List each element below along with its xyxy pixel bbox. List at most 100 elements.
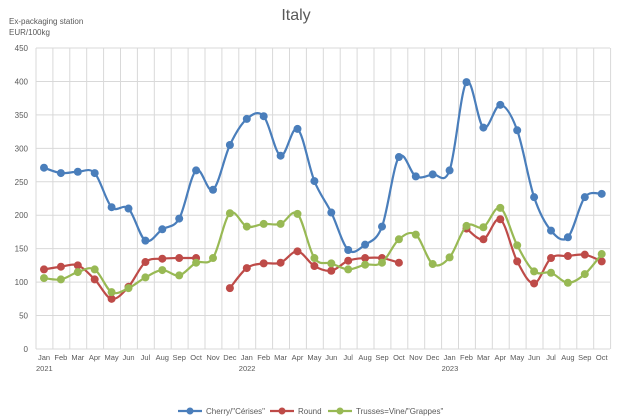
x-tick-label: Nov	[206, 353, 220, 362]
y-tick-label: 400	[15, 77, 29, 86]
data-point	[56, 275, 65, 284]
x-tick-label: Dec	[426, 353, 440, 362]
data-point	[580, 270, 589, 279]
data-point	[259, 112, 268, 121]
data-point	[547, 268, 555, 277]
data-point	[90, 275, 99, 284]
x-tick-label: Aug	[156, 353, 169, 362]
x-tick-label: Apr	[292, 353, 304, 362]
x-tick-label: Feb	[460, 353, 473, 362]
data-point	[192, 166, 201, 175]
x-tick-label: Sep	[578, 353, 591, 362]
data-point	[428, 260, 437, 269]
data-point	[225, 284, 234, 293]
data-point	[563, 252, 572, 261]
data-point	[73, 167, 82, 176]
data-point	[107, 294, 116, 303]
y-tick-label: 100	[15, 278, 29, 287]
data-point	[90, 265, 99, 274]
data-point	[563, 233, 572, 242]
y-axis-label-line1: Ex-packaging station	[9, 17, 83, 26]
data-point	[242, 222, 251, 231]
data-point	[479, 235, 488, 244]
chart-title: Italy	[281, 7, 310, 24]
x-tick-label: Nov	[409, 353, 423, 362]
data-point	[310, 262, 319, 271]
data-point	[327, 259, 336, 268]
legend-label: Cherry/"Cérises"	[206, 407, 265, 416]
data-point	[225, 140, 234, 149]
data-point	[73, 261, 82, 270]
data-point	[344, 256, 353, 265]
data-point	[259, 259, 268, 268]
y-tick-label: 350	[15, 111, 29, 120]
data-point	[124, 284, 133, 293]
y-axis-label-line2: EUR/100kg	[9, 28, 50, 37]
data-point	[276, 219, 285, 228]
data-point	[378, 258, 386, 267]
data-point	[479, 123, 488, 132]
data-point	[175, 214, 184, 223]
data-point	[107, 203, 116, 212]
data-point	[479, 223, 488, 232]
data-point	[310, 254, 319, 263]
y-tick-label: 0	[24, 345, 29, 354]
x-tick-label: Apr	[89, 353, 101, 362]
y-tick-label: 250	[15, 178, 29, 187]
data-point	[547, 254, 555, 263]
x-tick-label: Apr	[494, 353, 506, 362]
data-point	[530, 193, 539, 202]
y-tick-label: 50	[19, 312, 28, 321]
data-point	[563, 278, 572, 287]
data-point	[445, 253, 454, 262]
data-point	[107, 288, 116, 297]
data-point	[597, 189, 606, 198]
data-point	[411, 230, 420, 239]
legend-marker	[186, 407, 194, 415]
data-point	[344, 246, 353, 255]
data-point	[209, 254, 217, 263]
y-tick-label: 450	[15, 44, 29, 53]
data-point	[513, 241, 522, 250]
data-point	[175, 254, 184, 263]
data-point	[175, 271, 184, 280]
data-point	[158, 254, 167, 263]
x-tick-label: Jul	[343, 353, 353, 362]
data-point	[428, 170, 437, 179]
year-label: 2022	[239, 364, 256, 373]
series-line	[43, 256, 197, 301]
year-label: 2023	[442, 364, 459, 373]
data-point	[547, 226, 555, 235]
x-tick-label: Feb	[257, 353, 270, 362]
data-point	[40, 274, 48, 283]
x-tick-label: Sep	[375, 353, 388, 362]
x-tick-label: Mar	[71, 353, 84, 362]
data-point	[56, 262, 65, 271]
data-point	[530, 279, 539, 288]
x-tick-label: Mar	[477, 353, 490, 362]
data-point	[293, 209, 302, 218]
x-tick-label: Feb	[54, 353, 67, 362]
data-point	[445, 166, 454, 175]
data-point	[225, 209, 234, 218]
data-point	[192, 258, 201, 267]
x-tick-label: Jun	[122, 353, 134, 362]
year-label: 2021	[36, 364, 53, 373]
data-point	[361, 254, 370, 263]
y-tick-label: 150	[15, 245, 29, 254]
data-point	[327, 208, 336, 217]
legend-label: Trusses=Vine/"Grappes"	[356, 407, 443, 416]
data-point	[141, 273, 150, 282]
x-tick-label: Aug	[561, 353, 574, 362]
data-point	[56, 169, 65, 178]
x-tick-label: Jun	[325, 353, 337, 362]
data-point	[310, 177, 319, 186]
data-point	[597, 257, 606, 266]
x-tick-label: May	[510, 353, 524, 362]
legend-marker	[278, 407, 286, 415]
data-point	[394, 235, 403, 244]
data-point	[378, 222, 386, 231]
data-point	[394, 258, 403, 267]
